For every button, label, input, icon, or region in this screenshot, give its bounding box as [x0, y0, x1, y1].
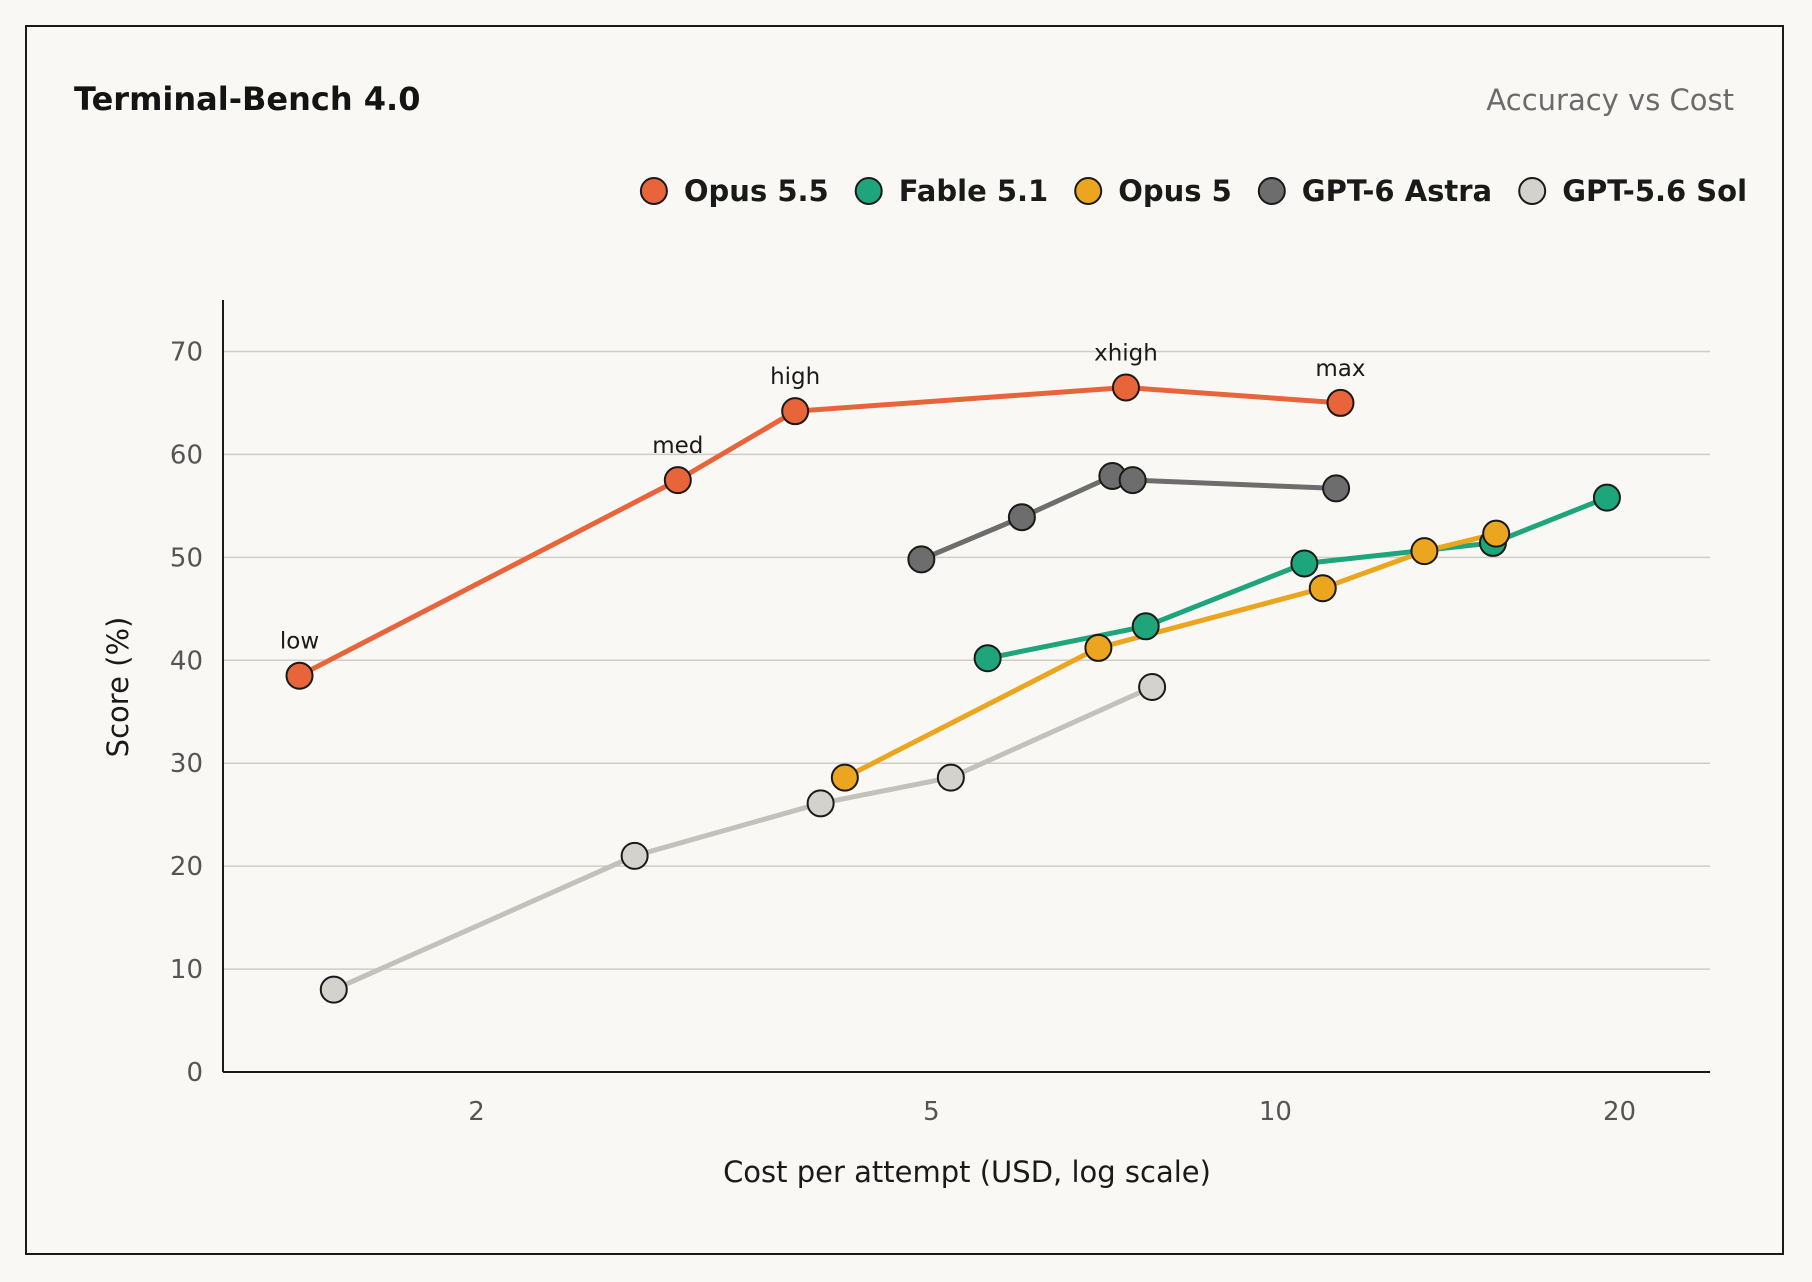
- data-point: [1410, 537, 1439, 566]
- legend-swatch: [854, 177, 883, 205]
- data-point: [806, 789, 835, 818]
- point-label: max: [1315, 356, 1365, 382]
- data-point: [1131, 612, 1160, 641]
- data-point: [1482, 519, 1511, 548]
- legend: Opus 5.5 Fable 5.1 Opus 5 GPT-6 Astra GPT-5.…: [639, 174, 1747, 208]
- chart-frame: [25, 25, 1784, 1255]
- point-labels: low med high xhigh max: [280, 340, 1366, 654]
- y-tick-label: 30: [170, 749, 203, 779]
- legend-label: GPT-5.6 Sol: [1562, 174, 1747, 208]
- data-point: [936, 763, 965, 792]
- data-point: [663, 466, 692, 495]
- legend-label: Opus 5: [1118, 174, 1232, 208]
- data-point: [781, 397, 810, 426]
- data-point: [1308, 574, 1337, 603]
- data-point: [1118, 466, 1147, 495]
- data-point: [1111, 373, 1140, 402]
- x-tick-label: 2: [468, 1097, 485, 1127]
- data-point: [1290, 549, 1319, 578]
- data-point: [1138, 673, 1167, 702]
- grid: [223, 350, 1710, 970]
- data-point: [285, 661, 314, 690]
- x-tick-label: 20: [1603, 1097, 1636, 1127]
- legend-swatch: [1257, 177, 1286, 205]
- y-tick-label: 20: [170, 852, 203, 882]
- y-tick-label: 60: [170, 440, 203, 470]
- legend-item: GPT-5.6 Sol: [1518, 174, 1747, 208]
- legend-swatch: [1074, 177, 1103, 205]
- legend-label: GPT-6 Astra: [1302, 174, 1492, 208]
- chart-subtitle: Accuracy vs Cost: [1486, 83, 1734, 117]
- data-point: [1326, 388, 1355, 417]
- legend-label: Opus 5.5: [684, 174, 829, 208]
- data-point: [1084, 633, 1113, 662]
- data-point: [907, 545, 936, 574]
- y-axis-ticks: 0 10 20 30 40 50 60 70: [170, 337, 203, 1088]
- legend-item: GPT-6 Astra: [1257, 174, 1492, 208]
- y-tick-label: 40: [170, 646, 203, 676]
- data-point: [830, 763, 859, 792]
- data-point: [1322, 474, 1351, 503]
- x-axis-label: Cost per attempt (USD, log scale): [723, 1155, 1211, 1189]
- data-point: [319, 975, 348, 1004]
- data-point: [1007, 503, 1036, 532]
- y-tick-label: 0: [186, 1058, 203, 1088]
- legend-item: Fable 5.1: [854, 174, 1049, 208]
- y-tick-label: 70: [170, 337, 203, 367]
- legend-swatch: [639, 177, 668, 205]
- x-tick-label: 5: [923, 1097, 940, 1127]
- legend-item: Opus 5.5: [639, 174, 829, 208]
- y-tick-label: 50: [170, 543, 203, 573]
- data-point: [620, 841, 649, 870]
- point-label: low: [280, 629, 319, 655]
- x-tick-label: 10: [1259, 1097, 1292, 1127]
- data-point: [1592, 483, 1621, 512]
- legend-swatch: [1518, 177, 1547, 205]
- series-points: [285, 373, 1621, 1004]
- data-point: [973, 644, 1002, 673]
- legend-label: Fable 5.1: [899, 174, 1049, 208]
- point-label: high: [770, 364, 820, 390]
- x-axis-ticks: 2 5 10 20: [468, 1097, 1636, 1127]
- chart-title: Terminal-Bench 4.0: [74, 80, 420, 118]
- axes: [222, 300, 1710, 1073]
- y-axis-label: Score (%): [101, 617, 135, 758]
- point-label: xhigh: [1094, 340, 1158, 366]
- y-tick-label: 10: [170, 955, 203, 985]
- point-label: med: [652, 433, 703, 459]
- legend-item: Opus 5: [1074, 174, 1232, 208]
